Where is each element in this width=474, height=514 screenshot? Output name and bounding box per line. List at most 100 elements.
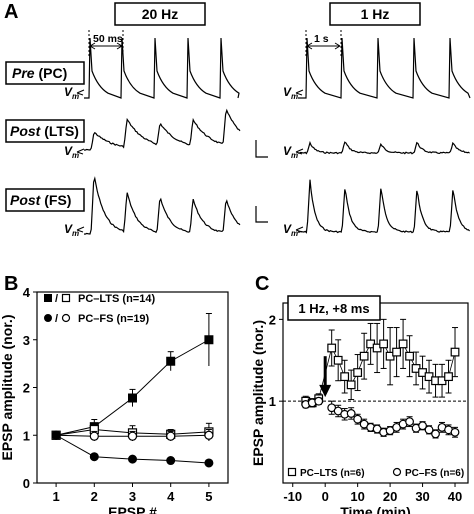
panel-label-a: A — [4, 1, 18, 23]
data-point-fs — [418, 421, 427, 431]
scale-label-1s: 1 s — [314, 33, 329, 45]
y-axis-label: EPSP amplitude (nor.) — [250, 320, 266, 466]
x-tick-label: 10 — [350, 489, 364, 504]
data-point-fs_control — [89, 452, 99, 462]
y-tick-label: 2 — [269, 312, 276, 327]
data-point-fs — [405, 417, 414, 427]
data-point-lts_control — [204, 335, 214, 345]
inset-label: 1 Hz, +8 ms — [298, 301, 369, 316]
legend-marker — [61, 293, 71, 303]
data-point-fs — [314, 396, 324, 406]
vm-label: Vm — [64, 85, 79, 101]
freq-box-20hz — [114, 2, 206, 26]
y-tick-label: 1 — [269, 394, 276, 409]
legend-slash: / — [55, 313, 58, 325]
vm-arrow — [295, 89, 304, 96]
legend-marker — [61, 313, 71, 323]
scale-label-50ms: 50 ms — [93, 33, 123, 45]
legend-slash: / — [55, 293, 58, 305]
series-line-lts_control — [55, 339, 210, 436]
y-tick-label: 2 — [23, 381, 30, 396]
stimulation-arrow-head — [319, 384, 332, 398]
scale-1s — [305, 30, 342, 58]
data-point-lts — [340, 372, 350, 382]
scale-50ms — [88, 30, 124, 58]
amplitude-scale-bar-fs — [255, 206, 268, 223]
trace-post-lts-20hz — [83, 108, 241, 151]
y-tick-label: 0 — [23, 476, 30, 491]
y-tick-label: 1 — [23, 428, 30, 443]
vm-arrow — [76, 89, 85, 96]
data-point-lts — [333, 355, 343, 365]
x-tick-label: 40 — [448, 489, 462, 504]
data-point-lts — [444, 372, 453, 382]
row-label-post-lts: Post (LTS) — [10, 123, 79, 139]
data-point-lts — [392, 347, 401, 357]
legend-marker — [287, 467, 297, 477]
vm-label: Vm — [64, 222, 79, 238]
freq-label-1hz: 1 Hz — [361, 6, 390, 22]
trace-post-fs-1hz — [297, 179, 471, 234]
vm-label: Vm — [283, 144, 298, 160]
x-tick-label: 3 — [129, 489, 136, 504]
panel-label-b: B — [4, 273, 18, 295]
x-tick-label: 0 — [322, 489, 329, 504]
legend-text: PC–LTS (n=6) — [300, 468, 365, 479]
data-point-fs_control — [128, 454, 137, 464]
data-point-lts_control — [128, 393, 137, 403]
x-tick-label: 4 — [167, 489, 175, 504]
y-tick-label: 4 — [23, 285, 31, 300]
vm-label: Vm — [64, 144, 79, 160]
trace-post-lts-1hz — [297, 140, 470, 155]
data-point-fs_control — [51, 430, 61, 440]
data-point-lts — [346, 380, 356, 390]
data-point-lts_control — [166, 356, 176, 366]
x-tick-label: 5 — [205, 489, 212, 504]
data-point-lts — [327, 343, 337, 353]
inset-label-box — [287, 295, 381, 321]
x-tick-label: 2 — [91, 489, 98, 504]
vm-arrow — [76, 148, 85, 155]
y-tick-label: 3 — [23, 333, 30, 348]
x-tick-label: -10 — [283, 489, 302, 504]
data-point-lts — [398, 339, 408, 349]
data-point-lts — [359, 351, 369, 361]
data-point-fs — [431, 429, 440, 439]
vm-arrow — [76, 226, 85, 233]
legend-text: PC–FS (n=19) — [78, 313, 150, 325]
row-box-post-fs — [5, 188, 85, 212]
plot-frame-c — [282, 302, 469, 484]
row-box-pre — [5, 61, 85, 85]
data-point-fs — [424, 425, 434, 435]
x-axis-label: Time (min) — [340, 504, 411, 514]
row-label-pre: Pre (PC) — [12, 65, 67, 81]
data-point-fs — [346, 409, 356, 418]
data-point-fs_open — [89, 431, 99, 441]
data-point-fs_control — [166, 456, 176, 466]
x-tick-label: 30 — [415, 489, 429, 504]
data-point-lts — [405, 351, 414, 361]
data-point-fs_open — [204, 430, 214, 440]
freq-box-1hz — [329, 2, 421, 26]
legend-text: PC–FS (n=6) — [405, 468, 464, 479]
legend-text: PC–LTS (n=14) — [78, 293, 155, 305]
row-box-post-lts — [5, 119, 85, 143]
legend-marker — [44, 294, 52, 302]
row-label-post-fs: Post (FS) — [10, 192, 71, 208]
data-point-fs_open — [166, 431, 176, 441]
data-point-lts — [379, 339, 389, 349]
x-axis-label: EPSP # — [108, 504, 157, 514]
legend-marker — [392, 467, 402, 477]
freq-label-20hz: 20 Hz — [142, 6, 179, 22]
x-tick-label: 1 — [52, 489, 59, 504]
data-point-fs_control — [204, 458, 214, 468]
panel-label-c: C — [255, 273, 269, 295]
y-axis-label: EPSP amplitude (nor.) — [0, 315, 15, 461]
data-point-fs_open — [127, 431, 138, 441]
data-point-fs — [450, 427, 460, 437]
vm-label: Vm — [283, 222, 298, 238]
data-point-fs — [353, 414, 363, 424]
legend-marker — [44, 314, 52, 322]
trace-pre-1hz — [298, 37, 471, 99]
